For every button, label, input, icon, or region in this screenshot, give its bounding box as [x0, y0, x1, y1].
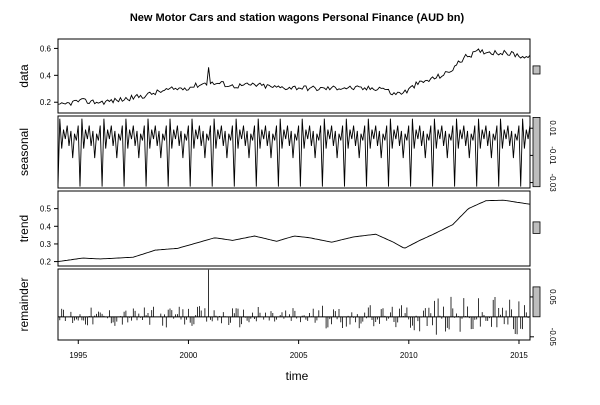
y-tick-label-seasonal: -0.03: [548, 173, 557, 192]
series-line-data: [57, 48, 531, 107]
x-axis: 1995 2000 2005 2010 2015: [69, 340, 528, 360]
series-line-trend: [57, 199, 530, 263]
panel-trend: 0.2 0.3 0.4 0.5 trend: [17, 190, 541, 267]
x-tick-label: 2005: [290, 351, 308, 360]
y-tick-label-trend: 0.5: [40, 205, 52, 214]
panel-frame-remainder: [57, 268, 531, 341]
y-tick-label-remainder: 0.05: [548, 289, 557, 305]
y-tick-label-remainder: -0.05: [548, 328, 557, 347]
panel-label-data: data: [17, 64, 31, 88]
panel-frame-data: [57, 38, 531, 114]
x-tick-label: 2015: [510, 351, 528, 360]
scale-bar-remainder: [532, 286, 541, 318]
y-tick-label-seasonal: 0.01: [548, 120, 557, 136]
panel-frame-trend: [57, 190, 531, 267]
panels-group: 0.20.40.6data0.01-0.01-0.03seasonal0.20.…: [17, 38, 557, 347]
scale-bar-data: [532, 65, 541, 75]
y-tick-label-trend: 0.3: [40, 240, 52, 249]
scale-bar-seasonal: [532, 117, 541, 188]
panel-remainder: 0.05 -0.05 remainder: [17, 268, 557, 347]
panel-seasonal: 0.01 -0.01 -0.03 seasonal: [17, 115, 557, 192]
scale-bar-trend: [532, 221, 541, 234]
y-tick-label-trend: 0.2: [40, 258, 52, 267]
panel-label-seasonal: seasonal: [17, 128, 31, 176]
y-tick-label-seasonal: -0.01: [548, 146, 557, 165]
chart-title: New Motor Cars and station wagons Person…: [130, 12, 465, 24]
panel-label-remainder: remainder: [17, 277, 31, 331]
y-tick-label-data: 0.6: [40, 44, 52, 53]
y-tick-label-data: 0.4: [40, 71, 52, 80]
series-line-seasonal: [57, 118, 531, 187]
x-tick-label: 2010: [400, 351, 418, 360]
y-tick-label-trend: 0.4: [40, 222, 52, 231]
x-tick-label: 2000: [180, 351, 198, 360]
x-tick-label: 1995: [69, 351, 87, 360]
y-tick-label-data: 0.2: [40, 98, 52, 107]
x-axis-label: time: [286, 369, 309, 383]
panel-frame-seasonal: [57, 115, 531, 189]
panel-label-trend: trend: [17, 215, 31, 242]
panel-data: 0.2 0.4 0.6 data: [17, 38, 541, 114]
